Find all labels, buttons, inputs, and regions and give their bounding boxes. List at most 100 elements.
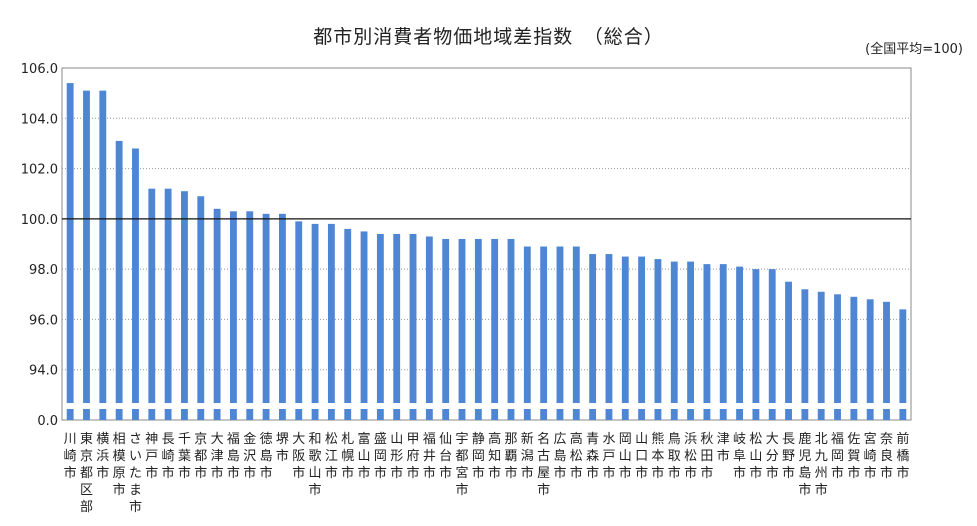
- x-tick-label: 鳥取市: [668, 432, 681, 481]
- bar: [801, 289, 809, 420]
- bar: [474, 238, 482, 420]
- x-tick-label: 名古屋市: [537, 431, 550, 498]
- bar: [850, 296, 858, 420]
- bar: [458, 238, 466, 420]
- bar: [278, 213, 286, 420]
- x-tick-label: 相模原市: [113, 432, 126, 498]
- bar: [376, 233, 384, 420]
- y-tick-label: 96.0: [29, 313, 58, 328]
- x-tick-label: 大阪市: [292, 432, 305, 481]
- bar: [654, 259, 662, 420]
- x-tick-label: 富山市: [358, 431, 371, 481]
- bar: [866, 299, 874, 420]
- x-tick-label: 浜松市: [684, 432, 697, 481]
- bar: [425, 236, 433, 420]
- chart-note: (全国平均=100): [865, 42, 963, 57]
- x-tick-label: 和歌山市: [309, 432, 322, 498]
- bar: [164, 188, 172, 420]
- x-tick-label: 松江市: [325, 432, 338, 481]
- x-tick-label: 神戸市: [145, 432, 158, 481]
- bar: [83, 90, 90, 420]
- bar: [834, 294, 841, 420]
- bar: [327, 223, 335, 420]
- x-tick-label: 前橋市: [896, 431, 909, 481]
- y-tick-label: 0.0: [37, 414, 58, 429]
- x-tick-label: 高松市: [570, 431, 583, 481]
- x-tick-label: 千葉市: [178, 432, 191, 481]
- bar: [213, 208, 221, 420]
- bar: [344, 228, 352, 420]
- bar: [736, 266, 743, 420]
- x-tick-label: 静岡市: [472, 432, 485, 481]
- x-tick-label: 宮崎市: [864, 431, 877, 481]
- bar: [360, 231, 368, 420]
- x-tick-label: 堺市: [276, 432, 289, 464]
- x-tick-label: 東京都区部: [80, 431, 93, 515]
- y-tick-label: 100.0: [21, 213, 58, 228]
- bar: [883, 301, 890, 420]
- y-tick-label: 98.0: [29, 263, 58, 278]
- x-tick-label: 金沢市: [243, 431, 256, 481]
- bar: [246, 211, 254, 420]
- x-tick-label: 水戸市: [602, 432, 615, 481]
- x-tick-label: 福岡市: [831, 432, 844, 481]
- x-tick-label: 福井市: [423, 432, 436, 481]
- x-tick-label: 宇都宮市: [456, 432, 469, 498]
- x-tick-label: 札幌市: [341, 432, 354, 481]
- x-tick-label: 津市: [717, 432, 730, 464]
- x-tick-label: 大分市: [766, 432, 779, 481]
- x-tick-label: 山口市: [635, 432, 648, 481]
- x-tick-label: 熊本市: [651, 431, 664, 481]
- x-tick-label: 岡山市: [619, 432, 632, 481]
- x-tick-label: 岐阜市: [733, 432, 746, 481]
- bar: [230, 211, 237, 420]
- x-tick-label: 奈良市: [880, 432, 893, 481]
- bar: [621, 256, 629, 420]
- x-tick-label: 徳島市: [260, 432, 273, 481]
- bar: [540, 246, 548, 420]
- bar: [409, 233, 417, 420]
- bar: [197, 196, 205, 420]
- x-tick-label: 秋田市: [700, 432, 713, 481]
- bar: [262, 213, 270, 420]
- x-tick-label: 横浜市: [96, 432, 109, 481]
- chart-title: 都市別消費者物価地域差指数 （総合）: [313, 26, 664, 48]
- x-tick-label: 福島市: [227, 432, 240, 481]
- bar: [99, 90, 107, 420]
- bar: [507, 238, 515, 420]
- bar: [295, 221, 303, 420]
- bar: [442, 238, 450, 420]
- y-tick-label: 106.0: [21, 62, 58, 77]
- x-tick-label: 松山市: [749, 432, 762, 481]
- bar: [899, 309, 907, 420]
- x-tick-label: 仙台市: [439, 432, 452, 481]
- x-tick-label: 川崎市: [64, 432, 77, 481]
- axis-break: [63, 403, 910, 409]
- x-tick-label: 青森市: [586, 432, 599, 481]
- bar: [66, 83, 74, 420]
- bar: [785, 281, 792, 420]
- bar: [605, 254, 613, 420]
- y-tick-label: 104.0: [21, 112, 58, 127]
- x-tick-label: 盛岡市: [374, 432, 387, 481]
- bar: [589, 254, 597, 420]
- x-tick-label: 那覇市: [504, 432, 517, 481]
- x-tick-label: 長崎市: [162, 432, 175, 481]
- bar: [752, 269, 760, 420]
- x-tick-label: 新潟市: [521, 431, 534, 481]
- bar: [311, 223, 319, 420]
- y-tick-label: 94.0: [29, 364, 58, 379]
- x-tick-label: 北九州市: [815, 432, 828, 498]
- y-tick-label: 102.0: [21, 163, 58, 178]
- bar: [181, 191, 188, 420]
- x-tick-label: さいたま市: [129, 432, 142, 515]
- x-tick-label: 山形市: [390, 432, 403, 481]
- bar: [556, 246, 564, 420]
- bar: [148, 188, 156, 420]
- x-tick-label: 京都市: [194, 432, 207, 481]
- x-tick-label: 広島市: [553, 432, 566, 481]
- bar: [719, 264, 727, 420]
- x-tick-label: 鹿児島市: [798, 431, 811, 498]
